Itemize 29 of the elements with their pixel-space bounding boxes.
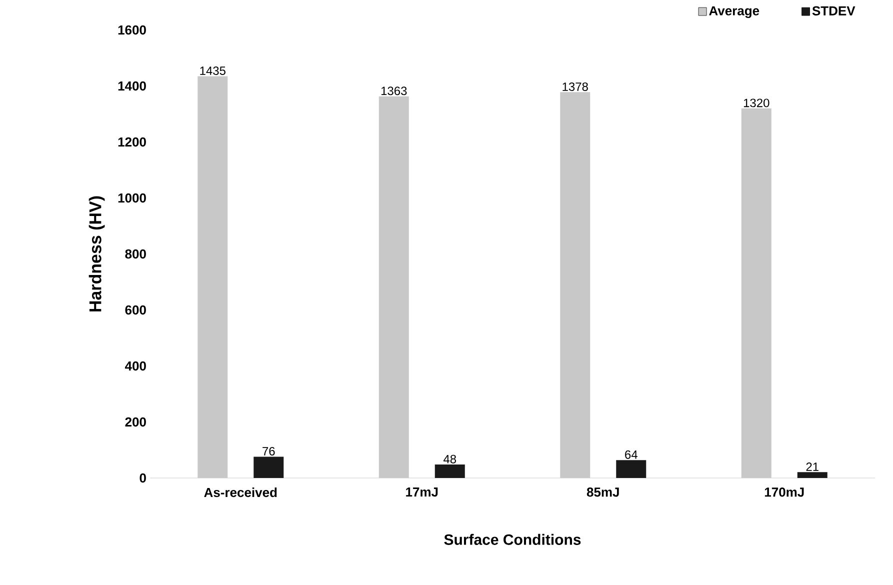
data-label: 1320 — [744, 98, 770, 108]
legend-label: STDEV — [812, 6, 856, 16]
x-axis-title: Surface Conditions — [444, 534, 581, 545]
y-tick-label: 800 — [125, 249, 146, 259]
data-label: 1363 — [381, 86, 407, 96]
x-tick-label: 17mJ — [406, 488, 438, 497]
y-tick-label: 1200 — [118, 137, 146, 147]
y-axis-title: Hardness (HV) — [88, 196, 105, 312]
x-tick-label: 85mJ — [586, 488, 619, 497]
y-tick-label: 400 — [124, 361, 146, 371]
data-label: 1435 — [200, 66, 226, 75]
y-tick-label: 600 — [125, 305, 146, 315]
x-tick-label: As-received — [204, 488, 277, 498]
data-label: 21 — [806, 462, 818, 471]
data-label: 64 — [625, 450, 638, 459]
bar — [434, 464, 465, 478]
data-label: 1378 — [562, 82, 588, 91]
x-tick-label: 170mJ — [764, 488, 804, 497]
y-tick-label: 200 — [125, 417, 146, 427]
y-tick-label: 1400 — [118, 81, 146, 91]
data-label: 76 — [262, 447, 275, 456]
bar — [797, 472, 828, 478]
bar — [254, 456, 284, 478]
y-tick-label: 0 — [140, 473, 146, 483]
bar — [616, 460, 646, 478]
y-tick-label: 1000 — [118, 193, 146, 203]
data-label: 48 — [443, 454, 456, 464]
legend-label: Average — [709, 6, 760, 18]
y-tick-label: 1600 — [118, 25, 146, 35]
